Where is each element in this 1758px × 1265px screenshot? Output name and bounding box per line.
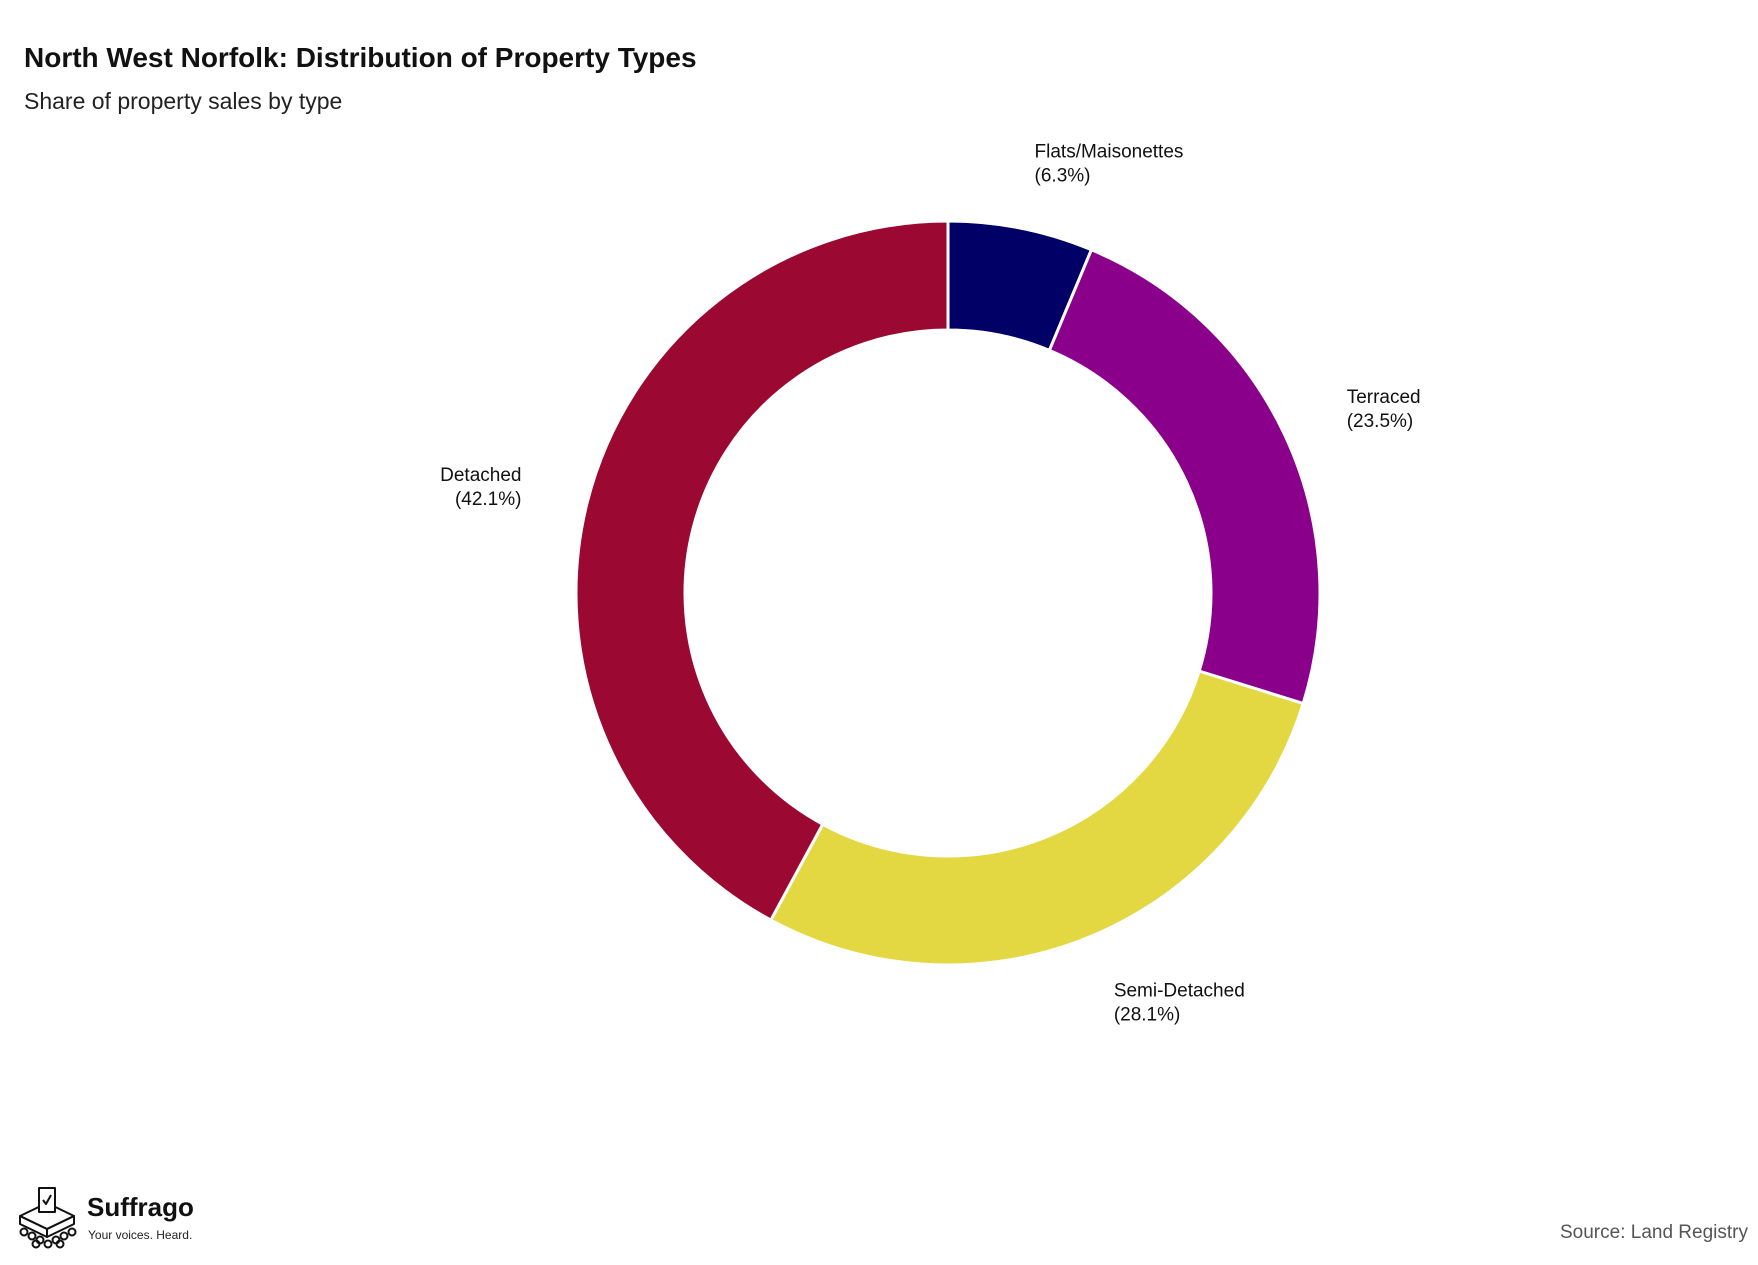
logo-tagline: Your voices. Heard. (88, 1228, 193, 1242)
suffrago-logo: Suffrago Your voices. Heard. (14, 1186, 204, 1256)
label-percent: (28.1%) (1114, 1005, 1181, 1026)
chart-subtitle: Share of property sales by type (24, 88, 343, 114)
label-detached: Detached (42.1%) (440, 465, 521, 510)
source-note: Source: Land Registry (1560, 1222, 1748, 1243)
slice-semi-detached (768, 669, 1306, 967)
label-terraced: Terraced (23.5%) (1347, 387, 1421, 432)
label-percent: (23.5%) (1347, 411, 1414, 432)
slice-detached (574, 219, 950, 923)
label-percent: (6.3%) (1035, 166, 1091, 187)
label-percent: (42.1%) (455, 489, 522, 510)
donut-slices (574, 219, 1322, 967)
logo-name: Suffrago (87, 1192, 194, 1222)
label-name: Semi-Detached (1114, 981, 1245, 1002)
donut-labels: Flats/Maisonettes (6.3%) Terraced (23.5%) Se… (440, 142, 1420, 1026)
label-name: Flats/Maisonettes (1035, 142, 1184, 163)
slice-terraced (1047, 247, 1322, 706)
chart-title: North West Norfolk: Distribution of Prop… (24, 42, 697, 73)
label-flats-maisonettes: Flats/Maisonettes (6.3%) (1035, 142, 1184, 187)
label-name: Terraced (1347, 387, 1421, 408)
label-name: Detached (440, 465, 521, 486)
label-semi-detached: Semi-Detached (28.1%) (1114, 981, 1245, 1026)
ballot-box-icon (19, 1187, 77, 1249)
